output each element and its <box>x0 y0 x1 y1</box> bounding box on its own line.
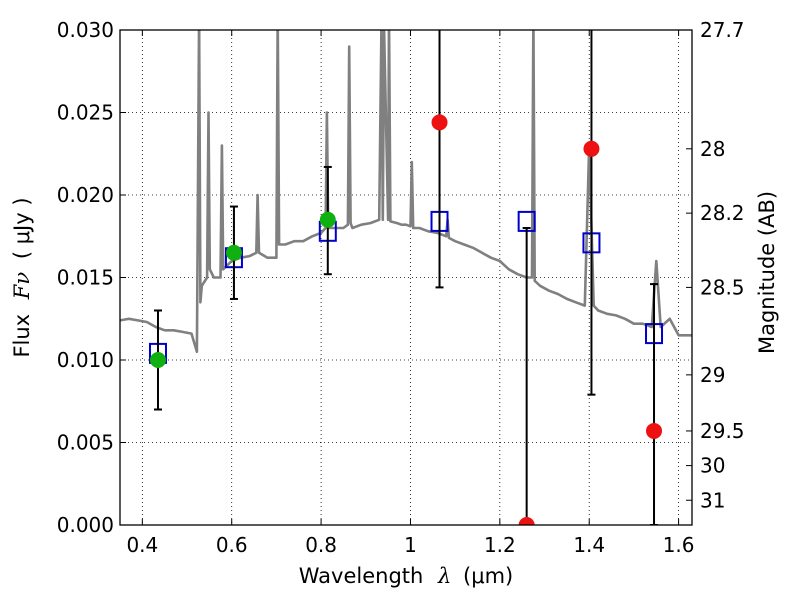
x-tick-label: 0.4 <box>126 533 158 557</box>
x-tick-label: 1 <box>404 533 417 557</box>
y-tick-label: 0.030 <box>57 18 114 42</box>
x-axis-label-text: Wavelength <box>299 564 424 588</box>
data-point-green <box>319 211 336 228</box>
x-tick-label: 1.4 <box>573 533 605 557</box>
y2-tick-label: 31 <box>700 488 725 512</box>
y-tick-label: 0.000 <box>57 513 114 537</box>
y2-tick-label: 28.5 <box>700 275 745 299</box>
y2-axis-label: Magnitude (AB) <box>755 191 779 354</box>
y-axis-label-symbol: Fν <box>10 272 34 301</box>
y-tick-label: 0.015 <box>57 266 114 290</box>
y2-tick-label: 27.7 <box>700 18 745 42</box>
x-tick-label: 1.6 <box>663 533 695 557</box>
y2-tick-label: 28 <box>700 137 725 161</box>
x-axis-label-symbol: λ <box>437 564 451 588</box>
x-axis-label-unit: (μm) <box>463 564 513 588</box>
y2-tick-label: 30 <box>700 454 725 478</box>
x-tick-label: 0.6 <box>216 533 248 557</box>
y-axis-label: Flux Fν ( μJy ) <box>10 197 34 357</box>
data-point-green <box>225 244 242 261</box>
plot-area <box>120 30 692 525</box>
data-point-red <box>518 517 535 525</box>
x-axis-label: Wavelength λ (μm) <box>299 564 513 588</box>
y2-tick-label: 28.2 <box>700 201 745 225</box>
y-tick-label: 0.025 <box>57 101 114 125</box>
y-tick-label: 0.020 <box>57 183 114 207</box>
x-tick-label: 0.8 <box>305 533 337 557</box>
x-tick-label: 1.2 <box>484 533 516 557</box>
y-tick-label: 0.010 <box>57 348 114 372</box>
data-point-red <box>431 114 448 131</box>
ticks: 0.4 0.6 0.8 1 1.2 1.4 1.6 0.000 0.005 0.010 0.015 0… <box>57 18 745 557</box>
data-point-red <box>646 422 663 439</box>
y2-tick-label: 29.5 <box>700 419 745 443</box>
y-tick-label: 0.005 <box>57 431 114 455</box>
data-point-red <box>583 140 600 157</box>
y2-tick-label: 29 <box>700 363 725 387</box>
model-sed-line <box>120 30 692 354</box>
y-axis-label-unit: ( μJy ) <box>10 197 34 259</box>
data-point-green <box>149 352 166 368</box>
y-axis-label-text: Flux <box>10 314 34 358</box>
